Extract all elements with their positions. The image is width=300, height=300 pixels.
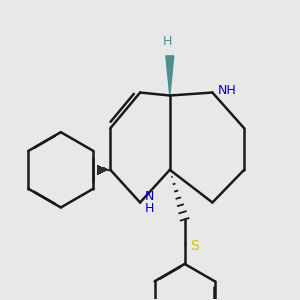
Polygon shape bbox=[166, 56, 174, 95]
Text: NH: NH bbox=[218, 84, 236, 97]
Text: N: N bbox=[145, 190, 154, 203]
Text: H: H bbox=[145, 202, 154, 215]
Text: S: S bbox=[190, 239, 198, 253]
Text: H: H bbox=[163, 35, 172, 48]
